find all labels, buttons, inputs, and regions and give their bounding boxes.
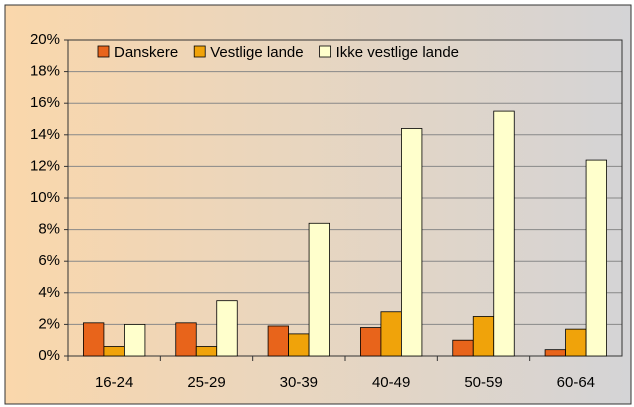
y-tick-label: 6% [38,252,60,269]
x-tick-label: 50-59 [464,374,502,391]
bar [175,322,197,357]
bar [493,110,515,357]
legend-label: Vestlige lande [210,44,303,61]
bar [544,349,566,357]
bar [216,300,238,357]
bar [83,322,105,357]
x-tick-label: 25-29 [187,374,225,391]
y-tick-label: 16% [30,94,60,111]
y-tick-label: 18% [30,63,60,80]
y-tick-label: 0% [38,347,60,364]
bar [288,333,310,357]
y-tick-label: 10% [30,189,60,206]
x-tick-label: 40-49 [372,374,410,391]
y-tick-label: 2% [38,315,60,332]
x-tick-label: 16-24 [95,374,133,391]
bar [195,346,218,357]
y-tick-label: 20% [30,31,60,48]
legend-swatch [97,45,110,58]
legend-swatch [193,45,206,58]
bar [308,222,330,357]
bar [360,327,382,357]
y-tick-label: 8% [38,221,60,238]
x-tick-label: 60-64 [557,374,595,391]
bar [380,311,402,357]
bar [267,325,289,357]
bar [401,128,423,357]
bar [103,346,125,357]
bar [472,316,495,357]
y-tick-label: 14% [30,126,60,143]
bar [585,159,607,357]
bar [565,328,587,357]
y-tick-label: 4% [38,284,60,301]
bar [452,339,474,357]
x-tick-label: 30-39 [280,374,318,391]
legend-label: Ikke vestlige lande [336,44,459,61]
legend-swatch [319,45,332,58]
y-tick-label: 12% [30,157,60,174]
legend-label: Danskere [114,44,178,61]
bar [124,323,146,357]
